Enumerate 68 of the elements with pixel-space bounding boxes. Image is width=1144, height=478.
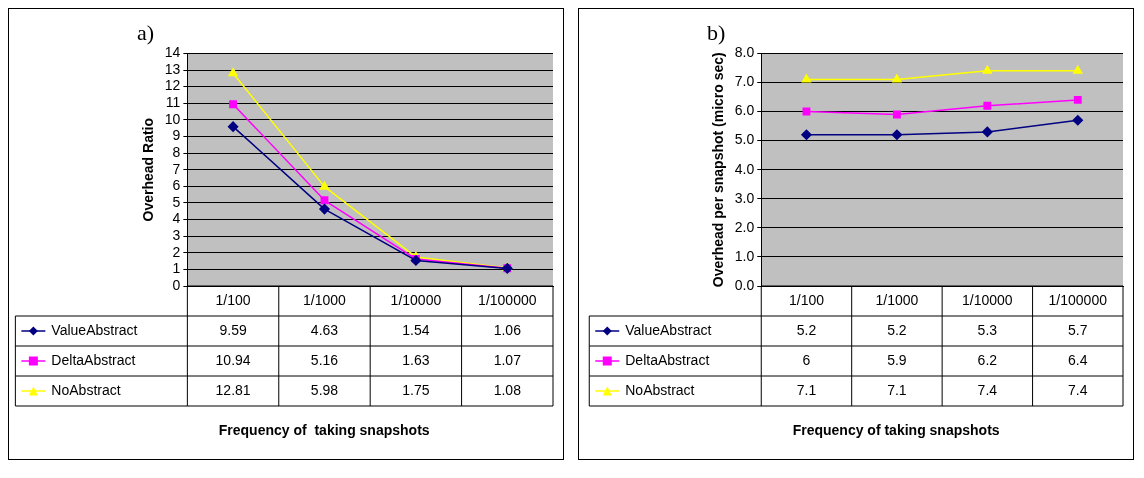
chart-title: a) bbox=[137, 19, 155, 45]
legend-label: NoAbstract bbox=[51, 381, 121, 398]
x-tick-label: 1/10000 bbox=[962, 291, 1013, 308]
data-label: 1.75 bbox=[402, 381, 430, 398]
y-tick-label: 6.0 bbox=[734, 102, 755, 119]
data-label: 5.9 bbox=[887, 351, 907, 368]
y-axis-title: Overhead per snapshot (micro sec) bbox=[710, 52, 727, 288]
x-tick-label: 1/1000 bbox=[875, 291, 919, 308]
y-tick-label: 1.0 bbox=[734, 247, 755, 264]
y-tick-label: 4 bbox=[172, 210, 181, 227]
y-tick-label: 10 bbox=[164, 110, 181, 127]
y-tick-label: 8.0 bbox=[734, 44, 755, 61]
y-tick-label: 5.0 bbox=[734, 131, 755, 148]
y-tick-label: 6 bbox=[172, 177, 181, 194]
y-tick-label: 12 bbox=[164, 77, 181, 94]
data-label: 1.08 bbox=[493, 381, 522, 398]
x-tick-label: 1/10000 bbox=[390, 291, 442, 308]
data-label: 6.4 bbox=[1068, 351, 1088, 368]
y-tick-label: 13 bbox=[164, 60, 181, 77]
data-label: 1.06 bbox=[493, 321, 522, 338]
data-label: 5.2 bbox=[796, 321, 817, 338]
x-tick-label: 1/100 bbox=[788, 291, 825, 308]
y-tick-label: 8 bbox=[172, 143, 181, 160]
y-tick-label: 4.0 bbox=[734, 160, 755, 177]
data-label: 5.3 bbox=[977, 321, 998, 338]
y-tick-label: 3 bbox=[172, 227, 181, 244]
x-tick-label: 1/100 bbox=[215, 291, 251, 308]
data-label: 1.63 bbox=[402, 351, 430, 368]
data-label: 1.54 bbox=[402, 321, 430, 338]
y-tick-label: 7 bbox=[172, 160, 181, 177]
y-axis-title: Overhead Ratio bbox=[140, 117, 157, 222]
y-tick-label: 9 bbox=[172, 127, 181, 144]
y-tick-label: 11 bbox=[165, 94, 181, 111]
data-label: 5.98 bbox=[310, 381, 339, 398]
x-axis-title: Frequency of taking snapshots bbox=[218, 421, 430, 438]
data-label: 5.2 bbox=[887, 321, 907, 338]
y-tick-label: 7.0 bbox=[734, 73, 755, 90]
y-tick-label: 0 bbox=[172, 276, 181, 293]
y-tick-label: 5 bbox=[172, 193, 181, 210]
y-tick-label: 2.0 bbox=[734, 218, 755, 235]
data-label: 9.59 bbox=[219, 321, 247, 338]
data-label: 4.63 bbox=[310, 321, 339, 338]
y-tick-label: 1 bbox=[172, 260, 181, 277]
data-label: 7.1 bbox=[887, 381, 907, 398]
x-tick-label: 1/100000 bbox=[478, 291, 537, 308]
data-label: 7.4 bbox=[977, 381, 998, 398]
data-label: 5.16 bbox=[310, 351, 339, 368]
chart-title: b) bbox=[707, 19, 726, 45]
x-tick-label: 1/100000 bbox=[1048, 291, 1108, 308]
data-label: 7.4 bbox=[1068, 381, 1088, 398]
y-tick-label: 0.0 bbox=[734, 276, 755, 293]
x-axis-title: Frequency of taking snapshots bbox=[792, 421, 1000, 438]
legend-label: NoAbstract bbox=[625, 381, 695, 398]
y-tick-label: 14 bbox=[164, 44, 181, 61]
data-label: 6.2 bbox=[977, 351, 998, 368]
data-label: 1.07 bbox=[493, 351, 522, 368]
legend-label: DeltaAbstract bbox=[625, 351, 710, 368]
data-label: 12.81 bbox=[215, 381, 251, 398]
legend-label: ValueAbstract bbox=[51, 321, 138, 338]
data-label: 10.94 bbox=[215, 351, 251, 368]
data-label: 5.7 bbox=[1068, 321, 1088, 338]
legend-label: ValueAbstract bbox=[625, 321, 712, 338]
y-tick-label: 3.0 bbox=[734, 189, 755, 206]
legend-label: DeltaAbstract bbox=[51, 351, 136, 368]
y-tick-label: 2 bbox=[172, 243, 181, 260]
data-label: 6 bbox=[802, 351, 811, 368]
x-tick-label: 1/1000 bbox=[303, 291, 347, 308]
data-label: 7.1 bbox=[796, 381, 817, 398]
